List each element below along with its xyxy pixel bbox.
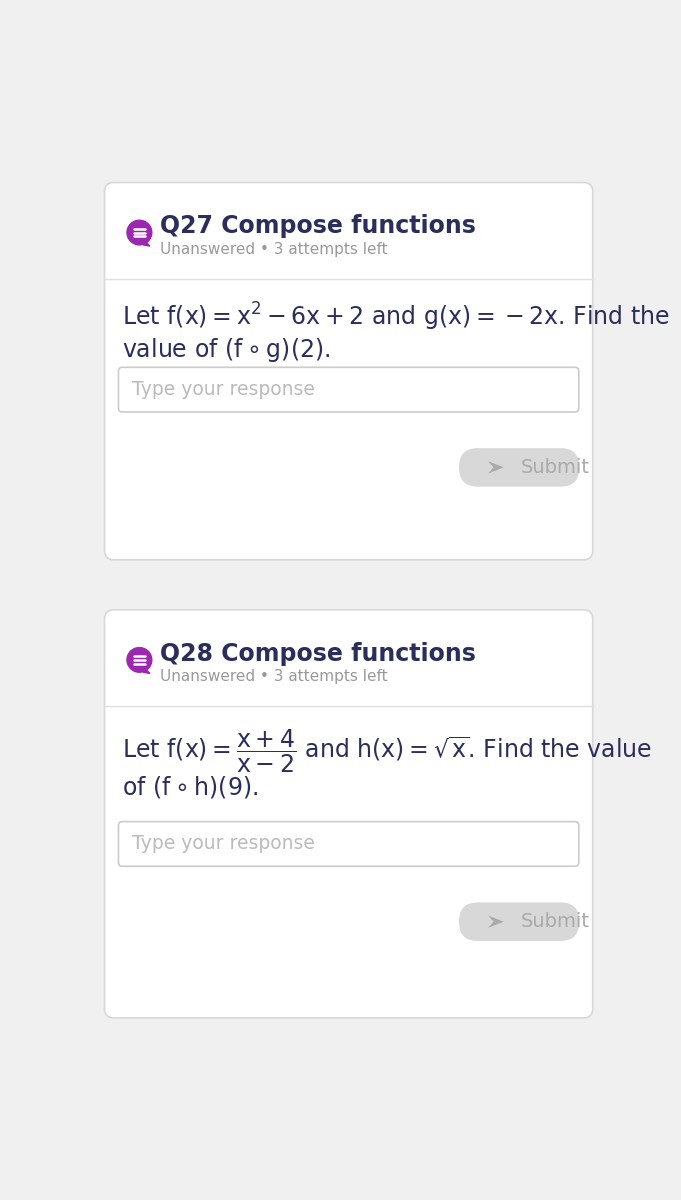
FancyBboxPatch shape [459, 448, 579, 487]
Text: Submit: Submit [521, 458, 590, 476]
FancyBboxPatch shape [118, 367, 579, 412]
Text: Unanswered • 3 attempts left: Unanswered • 3 attempts left [159, 670, 387, 684]
FancyBboxPatch shape [104, 610, 592, 1018]
Polygon shape [143, 241, 150, 246]
FancyBboxPatch shape [459, 902, 579, 941]
Circle shape [127, 221, 152, 245]
Text: Type your response: Type your response [132, 834, 315, 853]
Polygon shape [488, 461, 504, 474]
Text: Unanswered • 3 attempts left: Unanswered • 3 attempts left [159, 242, 387, 257]
Text: Let $\mathsf{f(x) = x^2 - 6x + 2}$ and $\mathsf{g(x) = -2x}$. Find the: Let $\mathsf{f(x) = x^2 - 6x + 2}$ and $… [121, 300, 669, 332]
Text: value of $\mathsf{(f \circ g)(2)}$.: value of $\mathsf{(f \circ g)(2)}$. [121, 336, 330, 364]
Text: Submit: Submit [521, 912, 590, 931]
Text: Q27 Compose functions: Q27 Compose functions [159, 215, 475, 239]
FancyBboxPatch shape [118, 822, 579, 866]
Text: of $\mathsf{(f \circ h)(9)}$.: of $\mathsf{(f \circ h)(9)}$. [121, 774, 258, 800]
FancyBboxPatch shape [104, 182, 592, 559]
Text: Type your response: Type your response [132, 380, 315, 400]
Text: Let $\mathsf{f(x) = \dfrac{x+4}{x-2}}$ and $\mathsf{h(x) = \sqrt{x}}$. Find the : Let $\mathsf{f(x) = \dfrac{x+4}{x-2}}$ a… [121, 727, 652, 775]
Polygon shape [143, 670, 150, 673]
Polygon shape [488, 916, 504, 928]
Text: Q28 Compose functions: Q28 Compose functions [159, 642, 475, 666]
Circle shape [127, 648, 152, 672]
